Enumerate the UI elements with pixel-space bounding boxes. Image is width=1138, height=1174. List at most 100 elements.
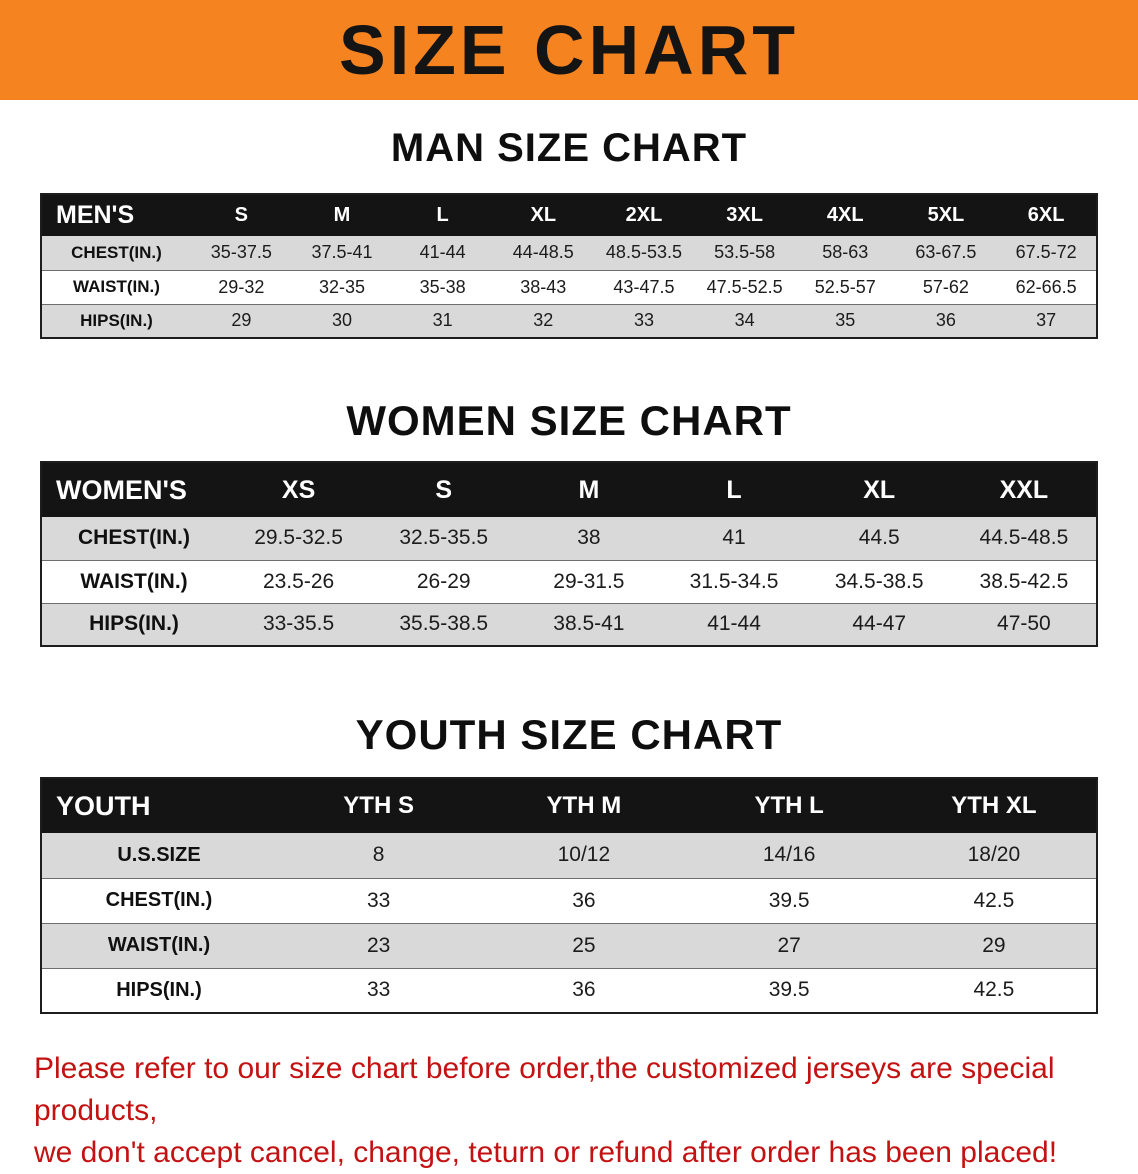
size-value: 38.5-42.5 bbox=[979, 569, 1069, 593]
size-value: 32-35 bbox=[318, 276, 365, 297]
row-label: WAIST(IN.) bbox=[107, 934, 211, 956]
size-header-row: YOUTH YTH S YTH M YTH L YTH XL bbox=[41, 778, 1097, 833]
size-column-header: L bbox=[392, 194, 493, 236]
size-value: 41 bbox=[722, 526, 746, 550]
size-value: 35-38 bbox=[419, 276, 466, 297]
size-value: 33 bbox=[633, 310, 654, 331]
size-value: 29 bbox=[982, 933, 1006, 957]
size-value: 39.5 bbox=[768, 978, 810, 1002]
size-value: 41-44 bbox=[707, 612, 761, 636]
size-value: 29-31.5 bbox=[553, 569, 625, 593]
size-value: 29.5-32.5 bbox=[254, 526, 343, 550]
size-value: 44.5 bbox=[858, 526, 900, 550]
size-column-header: M bbox=[516, 462, 662, 517]
size-column-header: YTH XL bbox=[891, 778, 1097, 833]
table-corner-label: MEN'S bbox=[41, 194, 191, 236]
size-value: 32.5-35.5 bbox=[399, 526, 489, 550]
size-value: 34.5-38.5 bbox=[834, 569, 924, 593]
size-value: 36 bbox=[572, 888, 596, 912]
table-corner-label: YOUTH bbox=[41, 778, 276, 833]
youth-size-table: YOUTH YTH S YTH M YTH L YTH XL U.S.SIZE 8 10/12… bbox=[40, 777, 1098, 1014]
size-column-header: 2XL bbox=[593, 194, 695, 236]
row-label: CHEST(IN.) bbox=[71, 242, 162, 262]
size-value: 38.5-41 bbox=[553, 612, 625, 636]
size-value: 47.5-52.5 bbox=[706, 276, 783, 297]
row-label: U.S.SIZE bbox=[117, 843, 201, 866]
size-header-row: MEN'S S M L XL 2XL 3XL 4XL 5XL 6XL bbox=[41, 194, 1097, 236]
size-value: 23.5-26 bbox=[262, 569, 335, 593]
size-value: 10/12 bbox=[557, 843, 611, 867]
row-label: CHEST(IN.) bbox=[105, 889, 213, 911]
row-label: HIPS(IN.) bbox=[116, 978, 202, 1001]
size-value: 27 bbox=[777, 933, 801, 957]
measurement-row: HIPS(IN.) 33 36 39.5 42.5 bbox=[41, 968, 1097, 1013]
measurement-row: CHEST(IN.) 29.5-32.5 32.5-35.5 38 41 44.5 44.5… bbox=[41, 517, 1097, 560]
size-value: 58-63 bbox=[822, 242, 869, 263]
size-column-header: XS bbox=[226, 462, 372, 517]
size-value: 32 bbox=[533, 310, 554, 331]
size-column-header: L bbox=[661, 462, 807, 517]
row-label: HIPS(IN.) bbox=[89, 612, 179, 636]
measurement-row: U.S.SIZE 8 10/12 14/16 18/20 bbox=[41, 833, 1097, 878]
size-value: 35.5-38.5 bbox=[399, 612, 489, 636]
size-value: 31 bbox=[432, 310, 453, 331]
size-column-header: YTH M bbox=[481, 778, 687, 833]
size-column-header: S bbox=[191, 194, 292, 236]
size-value: 67.5-72 bbox=[1015, 242, 1077, 263]
size-value: 31.5-34.5 bbox=[689, 569, 779, 593]
size-value: 42.5 bbox=[973, 978, 1015, 1002]
size-value: 48.5-53.5 bbox=[605, 242, 682, 263]
disclaimer-line-1: Please refer to our size chart before or… bbox=[34, 1052, 1055, 1127]
measurement-row: WAIST(IN.) 23 25 27 29 bbox=[41, 923, 1097, 968]
size-column-header: 5XL bbox=[895, 194, 997, 236]
measurement-row: CHEST(IN.) 35-37.5 37.5-41 41-44 44-48.5 48.5… bbox=[41, 236, 1097, 270]
size-column-header: XL bbox=[806, 462, 952, 517]
size-value: 42.5 bbox=[973, 888, 1015, 912]
size-value: 63-67.5 bbox=[915, 242, 977, 263]
size-value: 26-29 bbox=[416, 569, 471, 593]
size-column-header: YTH S bbox=[276, 778, 482, 833]
size-value: 41-44 bbox=[419, 242, 466, 263]
men-size-section: MAN SIZE CHART MEN'S S M L XL 2XL 3XL 4XL 5XL 6XL… bbox=[0, 126, 1138, 339]
size-value: 35-37.5 bbox=[210, 242, 272, 263]
disclaimer: Please refer to our size chart before or… bbox=[0, 1048, 1138, 1174]
size-value: 33 bbox=[366, 888, 391, 912]
size-column-header: 3XL bbox=[694, 194, 795, 236]
title-banner: SIZE CHART bbox=[0, 0, 1138, 100]
women-section-heading: WOMEN SIZE CHART bbox=[346, 397, 792, 444]
measurement-row: CHEST(IN.) 33 36 39.5 42.5 bbox=[41, 878, 1097, 923]
size-value: 52.5-57 bbox=[814, 276, 876, 297]
size-value: 35 bbox=[835, 310, 856, 331]
size-column-header: XL bbox=[492, 194, 594, 236]
size-value: 33-35.5 bbox=[262, 612, 335, 636]
disclaimer-line-2: we don't accept cancel, change, teturn o… bbox=[34, 1136, 1058, 1169]
measurement-row: HIPS(IN.) 29 30 31 32 33 34 35 36 37 bbox=[41, 304, 1097, 338]
size-value: 23 bbox=[366, 933, 391, 957]
size-column-header: 6XL bbox=[996, 194, 1097, 236]
measurement-row: WAIST(IN.) 29-32 32-35 35-38 38-43 43-47.5 47.… bbox=[41, 270, 1097, 304]
size-value: 43-47.5 bbox=[613, 276, 675, 297]
size-column-header: YTH L bbox=[686, 778, 892, 833]
women-size-section: WOMEN SIZE CHART WOMEN'S XS S M L XL XXL CHEST(… bbox=[0, 397, 1138, 647]
size-column-header: 4XL bbox=[794, 194, 896, 236]
size-value: 38 bbox=[577, 526, 601, 550]
size-value: 57-62 bbox=[922, 276, 969, 297]
size-value: 29-32 bbox=[218, 276, 265, 297]
size-value: 47-50 bbox=[997, 612, 1051, 636]
youth-size-section: YOUTH SIZE CHART YOUTH YTH S YTH M YTH L YTH… bbox=[0, 711, 1138, 1014]
youth-section-heading: YOUTH SIZE CHART bbox=[355, 711, 783, 758]
size-value: 25 bbox=[572, 933, 596, 957]
table-corner-label: WOMEN'S bbox=[41, 462, 226, 517]
row-label: WAIST(IN.) bbox=[73, 277, 160, 296]
size-value: 8 bbox=[372, 843, 385, 867]
men-section-heading: MAN SIZE CHART bbox=[390, 126, 748, 170]
size-value: 37 bbox=[1036, 310, 1057, 331]
measurement-row: HIPS(IN.) 33-35.5 35.5-38.5 38.5-41 41-44 44-… bbox=[41, 603, 1097, 646]
size-header-row: WOMEN'S XS S M L XL XXL bbox=[41, 462, 1097, 517]
size-value: 14/16 bbox=[762, 843, 816, 867]
size-value: 36 bbox=[572, 978, 596, 1002]
size-column-header: M bbox=[291, 194, 393, 236]
size-value: 39.5 bbox=[768, 888, 810, 912]
page-title: SIZE CHART bbox=[339, 11, 799, 89]
row-label: CHEST(IN.) bbox=[78, 526, 190, 550]
